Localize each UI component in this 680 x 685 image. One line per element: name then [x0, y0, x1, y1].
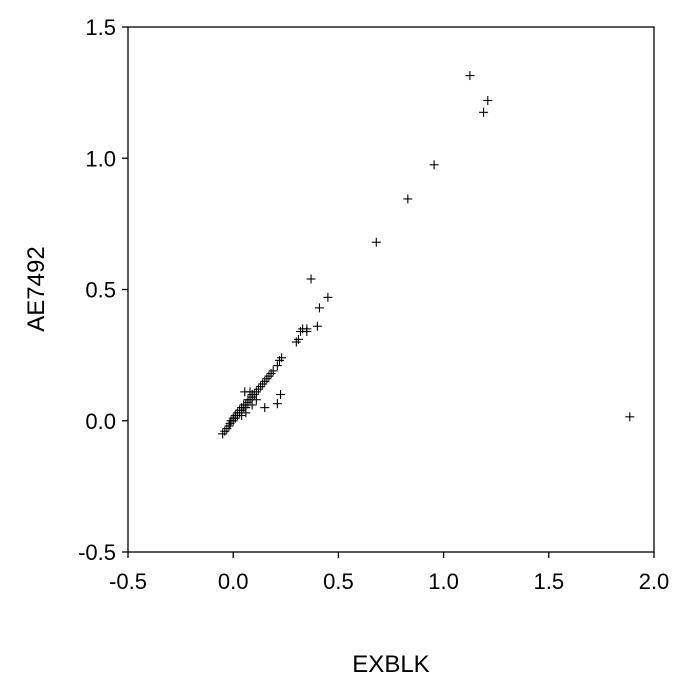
y-tick-label: -0.5: [78, 540, 116, 565]
y-axis-title: AE7492: [23, 246, 50, 331]
data-point: [260, 403, 270, 413]
x-tick-label: 0.0: [218, 569, 249, 594]
data-point: [429, 160, 439, 170]
y-tick-label: 1.5: [85, 15, 116, 40]
x-axis-title: EXBLK: [352, 651, 429, 678]
data-point: [483, 96, 493, 105]
x-tick-label: 1.0: [428, 569, 459, 594]
data-point: [276, 390, 286, 399]
y-tick-label: 0.5: [85, 278, 116, 303]
data-point: [306, 274, 316, 284]
data-point: [465, 71, 475, 81]
data-point: [312, 321, 322, 331]
axis-ticks: [122, 26, 655, 558]
data-point: [245, 387, 255, 397]
x-tick-label: 0.5: [323, 569, 354, 594]
data-point: [314, 303, 324, 313]
data-point: [479, 107, 489, 117]
x-tick-label: 1.5: [534, 569, 565, 594]
data-point: [625, 412, 635, 422]
x-tick-label: -0.5: [109, 569, 147, 594]
y-tick-label: 0.0: [85, 409, 116, 434]
data-point: [247, 400, 257, 410]
plot-frame: [127, 26, 655, 553]
y-tick-label: 1.0: [85, 146, 116, 171]
data-point: [251, 395, 261, 405]
x-tick-label: 2.0: [639, 569, 670, 594]
data-point: [293, 334, 303, 344]
data-point: [302, 327, 312, 336]
data-point: [272, 399, 282, 409]
data-points: [218, 71, 635, 439]
data-point: [272, 361, 282, 371]
data-point: [241, 408, 251, 418]
data-point: [268, 366, 278, 376]
data-point: [403, 194, 413, 204]
data-point: [277, 353, 287, 363]
data-point: [323, 292, 333, 302]
data-point: [371, 237, 381, 247]
axis-tick-labels: -0.5 0.0 0.5 1.0 1.5 2.0 -0.5 0.0 0.5 1.0 1.5: [78, 15, 669, 594]
